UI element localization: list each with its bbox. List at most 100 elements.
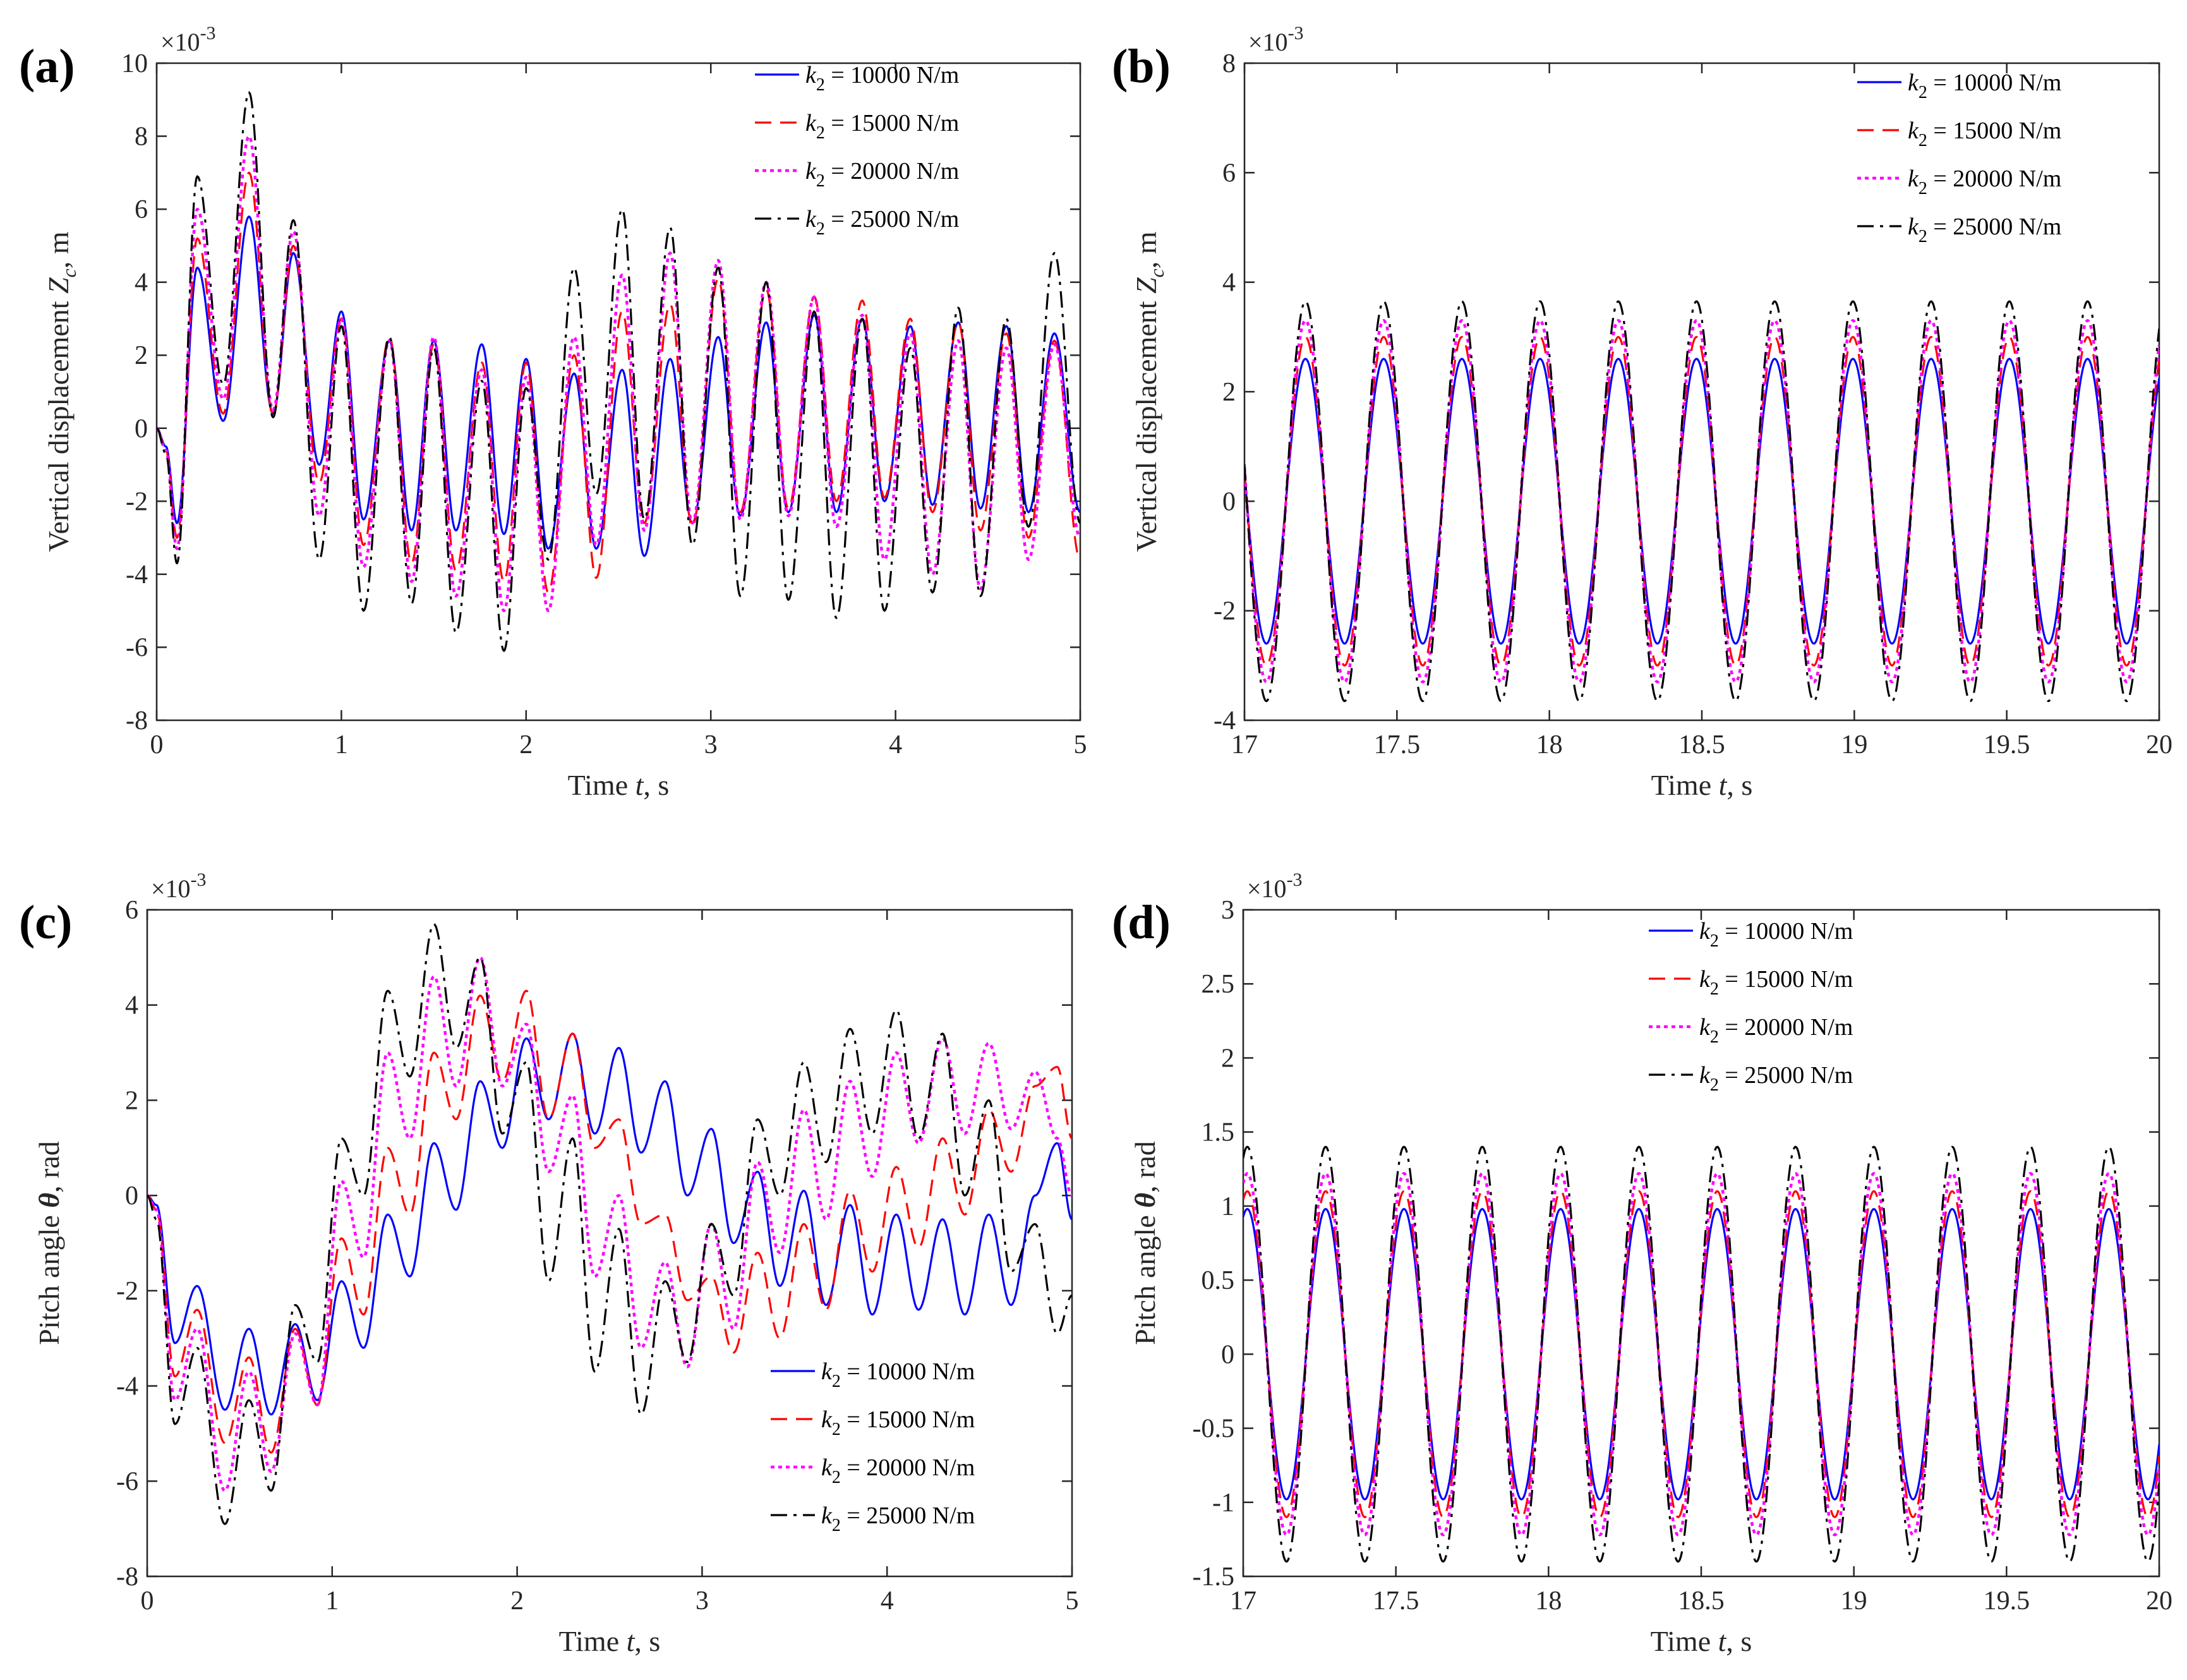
- legend: k2 = 10000 N/m k2 = 15000 N/m k2 = 20000 N…: [1649, 918, 1853, 1095]
- x-tick-label: 3: [696, 1586, 709, 1616]
- y-tick-label: 0: [135, 414, 148, 444]
- x-tick-label: 3: [704, 730, 718, 759]
- legend-entry: k2 = 25000 N/m: [1908, 214, 2061, 246]
- x-tick-label: 19.5: [1984, 730, 2030, 759]
- y-tick-label: 1: [1221, 1192, 1234, 1221]
- y-tick-label: 3: [1221, 896, 1234, 925]
- y-tick-label: 2: [125, 1086, 138, 1115]
- x-tick-label: 19: [1841, 1586, 1867, 1616]
- plot-area: [155, 62, 1081, 722]
- series-line-1: [1244, 335, 2159, 667]
- series-group: [1244, 300, 2159, 703]
- series-line-1: [157, 171, 1080, 594]
- y-tick-label: -2: [1214, 597, 1236, 626]
- y-tick-label: 6: [1222, 159, 1236, 188]
- legend-entry: k2 = 15000 N/m: [1699, 966, 1853, 999]
- legend: k2 = 10000 N/m k2 = 15000 N/m k2 = 20000 N…: [755, 62, 959, 239]
- x-axis-label: Time t, s: [1651, 1625, 1752, 1657]
- y-tick-label: 2: [1222, 378, 1236, 407]
- y-tick-label: -4: [126, 560, 148, 589]
- x-tick-label: 1: [325, 1586, 339, 1616]
- y-tick-label: 6: [125, 896, 138, 925]
- x-tick-label: 20: [2146, 730, 2172, 759]
- series-line-3: [1244, 300, 2159, 703]
- x-tick-label: 17: [1230, 1586, 1256, 1616]
- legend-entry: k2 = 25000 N/m: [1699, 1062, 1853, 1095]
- y-tick-label: -1.5: [1193, 1562, 1235, 1592]
- x-tick-label: 4: [881, 1586, 894, 1616]
- legend: k2 = 10000 N/m k2 = 15000 N/m k2 = 20000 N…: [771, 1358, 975, 1535]
- series-line-3: [1243, 1145, 2159, 1563]
- axis-exponent: ×10-3: [1248, 23, 1304, 56]
- legend-entry: k2 = 15000 N/m: [821, 1406, 975, 1439]
- legend-entry: k2 = 20000 N/m: [1699, 1014, 1853, 1047]
- y-tick-label: 0: [125, 1181, 138, 1211]
- x-tick-label: 0: [150, 730, 164, 759]
- x-tick-label: 20: [2146, 1586, 2172, 1616]
- y-tick-label: 8: [1222, 49, 1236, 78]
- panel-tag: (d): [1112, 896, 1171, 949]
- x-tick-label: 17.5: [1373, 1586, 1419, 1616]
- y-tick-label: 4: [135, 269, 148, 298]
- y-tick-label: 4: [1222, 269, 1236, 298]
- series-line-1: [147, 989, 1072, 1454]
- x-axis-label: Time t, s: [568, 769, 670, 801]
- legend-entry: k2 = 15000 N/m: [1908, 118, 2061, 150]
- y-tick-label: -1: [1212, 1489, 1234, 1518]
- chart-panel-0: 0 1 2 3 4 5 -8 -6 -4 -2 0 2 4 6 8 10 ×10-3 Time t, s Verti…: [19, 23, 1087, 801]
- x-tick-label: 18: [1536, 730, 1563, 759]
- y-axis-label: Vertical displacement Zc, m: [1130, 231, 1168, 552]
- y-tick-label: -6: [126, 633, 148, 662]
- y-tick-label: -2: [116, 1277, 138, 1306]
- chart-panel-1: 17 17.5 18 18.5 19 19.5 20 -4 -2 0 2 4 6 8 ×10-3 Time t…: [1112, 23, 2172, 801]
- y-tick-label: 0: [1222, 487, 1236, 516]
- x-axis-label: Time t, s: [559, 1625, 661, 1657]
- series-group: [157, 91, 1080, 652]
- x-tick-label: 1: [335, 730, 348, 759]
- x-tick-label: 4: [889, 730, 902, 759]
- y-tick-label: 8: [135, 123, 148, 152]
- y-tick-label: -8: [126, 706, 148, 735]
- x-tick-label: 19: [1841, 730, 1867, 759]
- series-line-2: [1244, 319, 2159, 684]
- x-tick-label: 18.5: [1678, 730, 1725, 759]
- x-tick-label: 5: [1074, 730, 1087, 759]
- legend-entry: k2 = 10000 N/m: [821, 1358, 975, 1391]
- plot-area: [146, 909, 1073, 1578]
- legend-entry: k2 = 10000 N/m: [805, 62, 959, 95]
- y-tick-label: -0.5: [1193, 1415, 1235, 1444]
- x-tick-label: 2: [510, 1586, 524, 1616]
- y-tick-label: 4: [125, 991, 138, 1020]
- x-tick-label: 19.5: [1984, 1586, 2030, 1616]
- y-axis-label: Pitch angle θ, rad: [1129, 1141, 1161, 1345]
- y-tick-label: 2.5: [1202, 970, 1235, 999]
- legend-entry: k2 = 20000 N/m: [821, 1454, 975, 1487]
- y-tick-label: -4: [116, 1372, 138, 1401]
- y-tick-label: 1.5: [1202, 1118, 1235, 1147]
- series-line-0: [147, 1032, 1072, 1416]
- y-tick-label: -6: [116, 1467, 138, 1496]
- legend-entry: k2 = 10000 N/m: [1699, 918, 1853, 951]
- y-tick-label: -2: [126, 487, 148, 516]
- legend-entry: k2 = 20000 N/m: [805, 158, 959, 191]
- x-tick-label: 18: [1535, 1586, 1562, 1616]
- axis-exponent: ×10-3: [151, 869, 207, 903]
- chart-panel-3: 17 17.5 18 18.5 19 19.5 20 -1.5 -1 -0.5 0 0.5 1 1.5 2 2…: [1112, 869, 2172, 1657]
- y-tick-label: 2: [135, 341, 148, 370]
- y-tick-label: -8: [116, 1562, 138, 1592]
- panel-tag: (c): [19, 896, 72, 949]
- legend-entry: k2 = 25000 N/m: [805, 206, 959, 239]
- legend-entry: k2 = 20000 N/m: [1908, 166, 2061, 198]
- legend-entry: k2 = 15000 N/m: [805, 110, 959, 143]
- y-tick-label: 2: [1221, 1044, 1234, 1073]
- series-group: [1243, 1145, 2159, 1563]
- panel-tag: (a): [19, 40, 75, 93]
- y-tick-label: -4: [1214, 706, 1236, 735]
- series-line-3: [157, 91, 1080, 652]
- x-tick-label: 17: [1231, 730, 1258, 759]
- panel-tag: (b): [1112, 40, 1171, 93]
- y-tick-label: 0.5: [1202, 1266, 1235, 1295]
- legend: k2 = 10000 N/m k2 = 15000 N/m k2 = 20000 N…: [1857, 69, 2061, 246]
- x-tick-label: 17.5: [1374, 730, 1421, 759]
